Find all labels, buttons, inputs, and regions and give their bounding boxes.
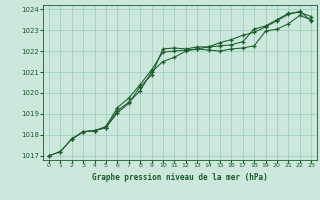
X-axis label: Graphe pression niveau de la mer (hPa): Graphe pression niveau de la mer (hPa) <box>92 173 268 182</box>
